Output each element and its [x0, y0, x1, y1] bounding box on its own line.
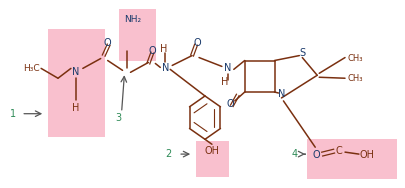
Text: 2: 2 — [165, 149, 171, 159]
Text: H: H — [221, 77, 228, 87]
Bar — [48, 29, 104, 137]
Text: S: S — [298, 48, 305, 58]
Text: O: O — [311, 150, 319, 160]
Text: 4: 4 — [291, 149, 297, 159]
Bar — [196, 141, 228, 177]
Text: CH₃: CH₃ — [346, 54, 362, 63]
Text: H: H — [159, 44, 166, 54]
Text: N: N — [224, 63, 231, 73]
Text: O: O — [226, 99, 233, 109]
Bar — [307, 139, 396, 179]
Text: C: C — [335, 146, 341, 156]
Text: NH₂: NH₂ — [124, 15, 141, 24]
Text: CH₃: CH₃ — [346, 74, 362, 83]
Text: H₃C: H₃C — [23, 64, 40, 73]
Text: O: O — [148, 46, 156, 56]
Text: N: N — [161, 63, 168, 73]
Text: N: N — [277, 89, 284, 99]
Text: OH: OH — [358, 150, 373, 160]
Text: 3: 3 — [115, 113, 122, 123]
Bar — [118, 9, 156, 61]
Text: O: O — [193, 38, 200, 48]
Text: O: O — [104, 38, 111, 48]
Text: N: N — [72, 67, 79, 77]
Text: H: H — [72, 103, 79, 113]
Text: 1: 1 — [10, 109, 16, 119]
Text: OH: OH — [204, 146, 219, 156]
